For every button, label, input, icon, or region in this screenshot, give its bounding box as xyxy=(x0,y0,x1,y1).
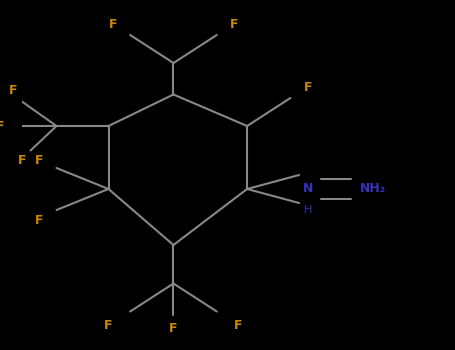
Text: F: F xyxy=(35,214,44,227)
Text: F: F xyxy=(9,84,17,98)
Text: F: F xyxy=(230,18,238,31)
Text: F: F xyxy=(109,18,117,31)
Text: F: F xyxy=(35,154,44,168)
Text: F: F xyxy=(234,319,243,332)
Text: F: F xyxy=(18,154,26,168)
Text: F: F xyxy=(169,322,178,336)
Text: F: F xyxy=(104,319,113,332)
Text: H: H xyxy=(303,205,312,215)
Text: NH₂: NH₂ xyxy=(360,182,386,196)
Text: F: F xyxy=(303,81,312,94)
Text: N: N xyxy=(303,182,313,196)
Text: F: F xyxy=(0,119,5,133)
